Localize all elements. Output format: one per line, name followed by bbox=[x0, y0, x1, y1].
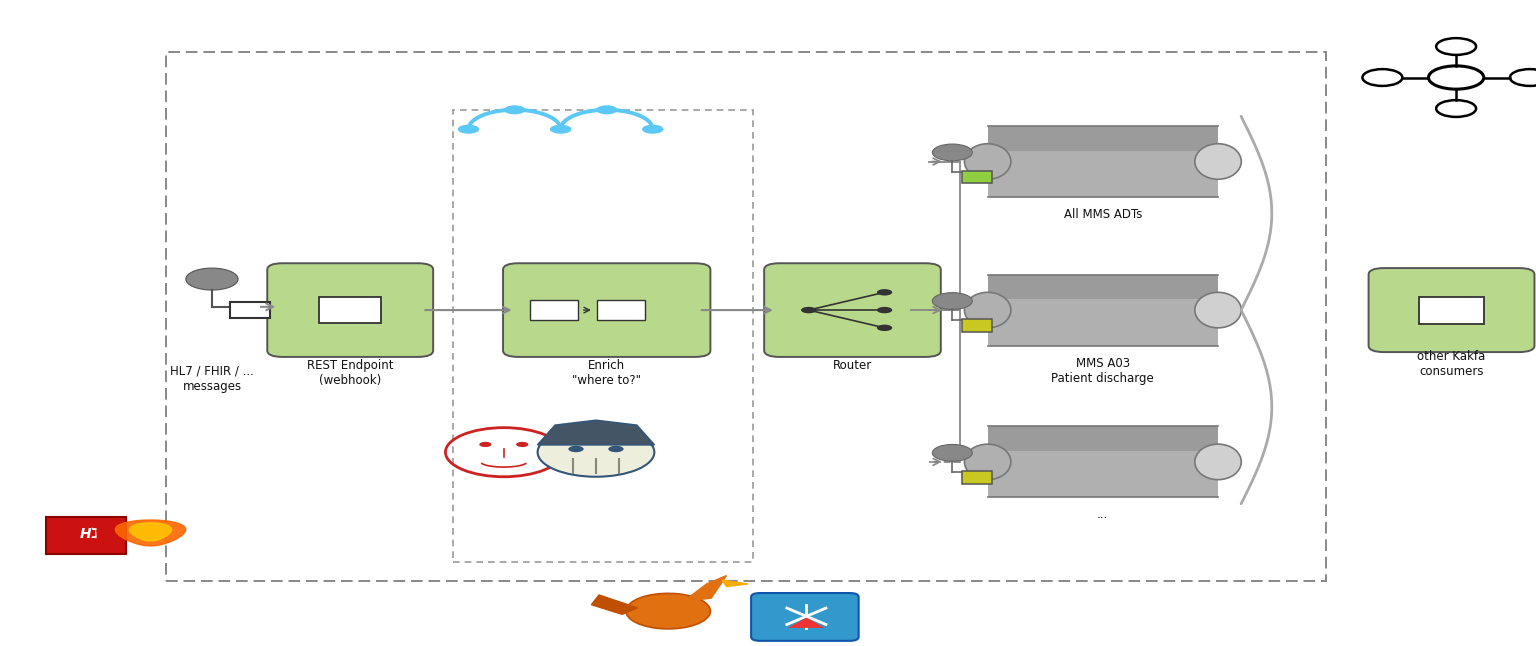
FancyBboxPatch shape bbox=[765, 264, 940, 357]
FancyBboxPatch shape bbox=[267, 264, 433, 357]
Ellipse shape bbox=[1195, 292, 1241, 328]
Ellipse shape bbox=[965, 144, 1011, 180]
Circle shape bbox=[802, 307, 817, 313]
Circle shape bbox=[877, 307, 892, 313]
Polygon shape bbox=[129, 523, 172, 541]
Bar bbox=[962, 319, 992, 332]
FancyBboxPatch shape bbox=[1369, 268, 1534, 352]
Polygon shape bbox=[988, 426, 1218, 497]
Polygon shape bbox=[988, 275, 1218, 346]
Bar bbox=[1419, 297, 1484, 324]
Polygon shape bbox=[722, 580, 748, 587]
Polygon shape bbox=[538, 421, 654, 445]
Text: Router: Router bbox=[833, 359, 872, 371]
Circle shape bbox=[932, 293, 972, 309]
Ellipse shape bbox=[965, 292, 1011, 328]
Polygon shape bbox=[115, 520, 186, 546]
Circle shape bbox=[608, 446, 624, 452]
Text: ...: ... bbox=[1097, 508, 1109, 521]
Circle shape bbox=[550, 125, 571, 134]
Text: MMS A03
Patient discharge: MMS A03 Patient discharge bbox=[1052, 357, 1154, 384]
Ellipse shape bbox=[965, 444, 1011, 479]
Bar bbox=[598, 300, 645, 320]
FancyBboxPatch shape bbox=[751, 593, 859, 641]
FancyBboxPatch shape bbox=[504, 264, 710, 357]
Circle shape bbox=[596, 105, 617, 114]
Circle shape bbox=[516, 442, 528, 447]
Bar bbox=[319, 297, 381, 323]
Ellipse shape bbox=[627, 594, 710, 629]
Text: HL7 / FHIR / ...
messages: HL7 / FHIR / ... messages bbox=[170, 365, 253, 393]
Text: REST Endpoint
(webhook): REST Endpoint (webhook) bbox=[307, 359, 393, 386]
Bar bbox=[962, 471, 992, 484]
Circle shape bbox=[538, 428, 654, 477]
Circle shape bbox=[932, 144, 972, 161]
Text: All MMS ADTs: All MMS ADTs bbox=[1063, 208, 1143, 221]
Text: Hℷ: Hℷ bbox=[80, 528, 98, 542]
Polygon shape bbox=[788, 618, 825, 628]
Ellipse shape bbox=[1195, 444, 1241, 479]
Circle shape bbox=[642, 125, 664, 134]
Text: other Kakfa
consumers: other Kakfa consumers bbox=[1418, 350, 1485, 378]
Polygon shape bbox=[988, 426, 1218, 452]
Circle shape bbox=[877, 325, 892, 331]
Circle shape bbox=[932, 444, 972, 461]
Circle shape bbox=[479, 442, 492, 447]
Polygon shape bbox=[988, 126, 1218, 151]
Bar bbox=[530, 300, 578, 320]
Circle shape bbox=[458, 125, 479, 134]
Polygon shape bbox=[591, 595, 637, 614]
Bar bbox=[962, 171, 992, 183]
Circle shape bbox=[186, 268, 238, 290]
Polygon shape bbox=[988, 275, 1218, 300]
FancyBboxPatch shape bbox=[46, 517, 126, 554]
Circle shape bbox=[568, 446, 584, 452]
Text: Enrich
"where to?": Enrich "where to?" bbox=[573, 359, 641, 386]
Circle shape bbox=[504, 105, 525, 114]
Polygon shape bbox=[684, 576, 727, 601]
Polygon shape bbox=[988, 126, 1218, 197]
Bar bbox=[230, 302, 270, 318]
Circle shape bbox=[877, 289, 892, 296]
Ellipse shape bbox=[1195, 144, 1241, 180]
